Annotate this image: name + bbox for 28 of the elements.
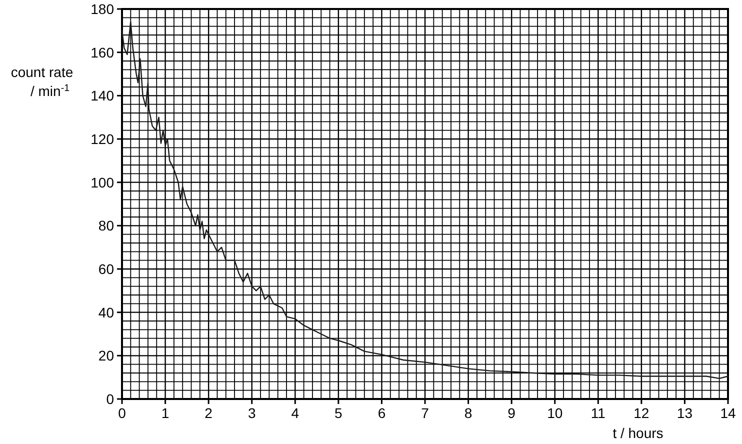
y-tick-label: 160	[90, 44, 114, 60]
y-axis-title: count rate / min$^{-1}$	[10, 64, 74, 99]
y-tick-label: 100	[90, 174, 114, 190]
x-tick-label: 12	[634, 405, 650, 421]
y-tick-label: 140	[90, 88, 114, 104]
y-tick-label: 40	[98, 304, 114, 320]
y-tick-label: 80	[98, 218, 114, 234]
y-tick-label: 120	[90, 131, 114, 147]
x-tick-label: 2	[204, 405, 213, 421]
x-tick-label: 8	[464, 405, 472, 421]
x-tick-label: 9	[508, 405, 516, 421]
x-tick-label: 3	[248, 405, 256, 421]
x-tick-label: 0	[118, 405, 126, 421]
x-tick-label: 7	[421, 405, 430, 421]
x-tick-label: 4	[291, 405, 300, 421]
x-tick-label: 1	[161, 405, 170, 421]
x-tick-label: 13	[676, 405, 693, 421]
y-tick-label: 20	[98, 348, 114, 364]
x-axis-title: t / hours	[612, 425, 664, 441]
x-tick-label: 10	[547, 405, 563, 421]
y-tick-label: 0	[106, 391, 114, 407]
x-tick-label: 6	[378, 405, 386, 421]
y-tick-label: 180	[90, 1, 114, 17]
x-tick-label: 5	[334, 405, 343, 421]
x-tick-label: 14	[720, 405, 736, 421]
x-tick-label: 11	[590, 405, 606, 421]
y-tick-label: 60	[98, 261, 114, 277]
line-series	[121, 21, 729, 380]
